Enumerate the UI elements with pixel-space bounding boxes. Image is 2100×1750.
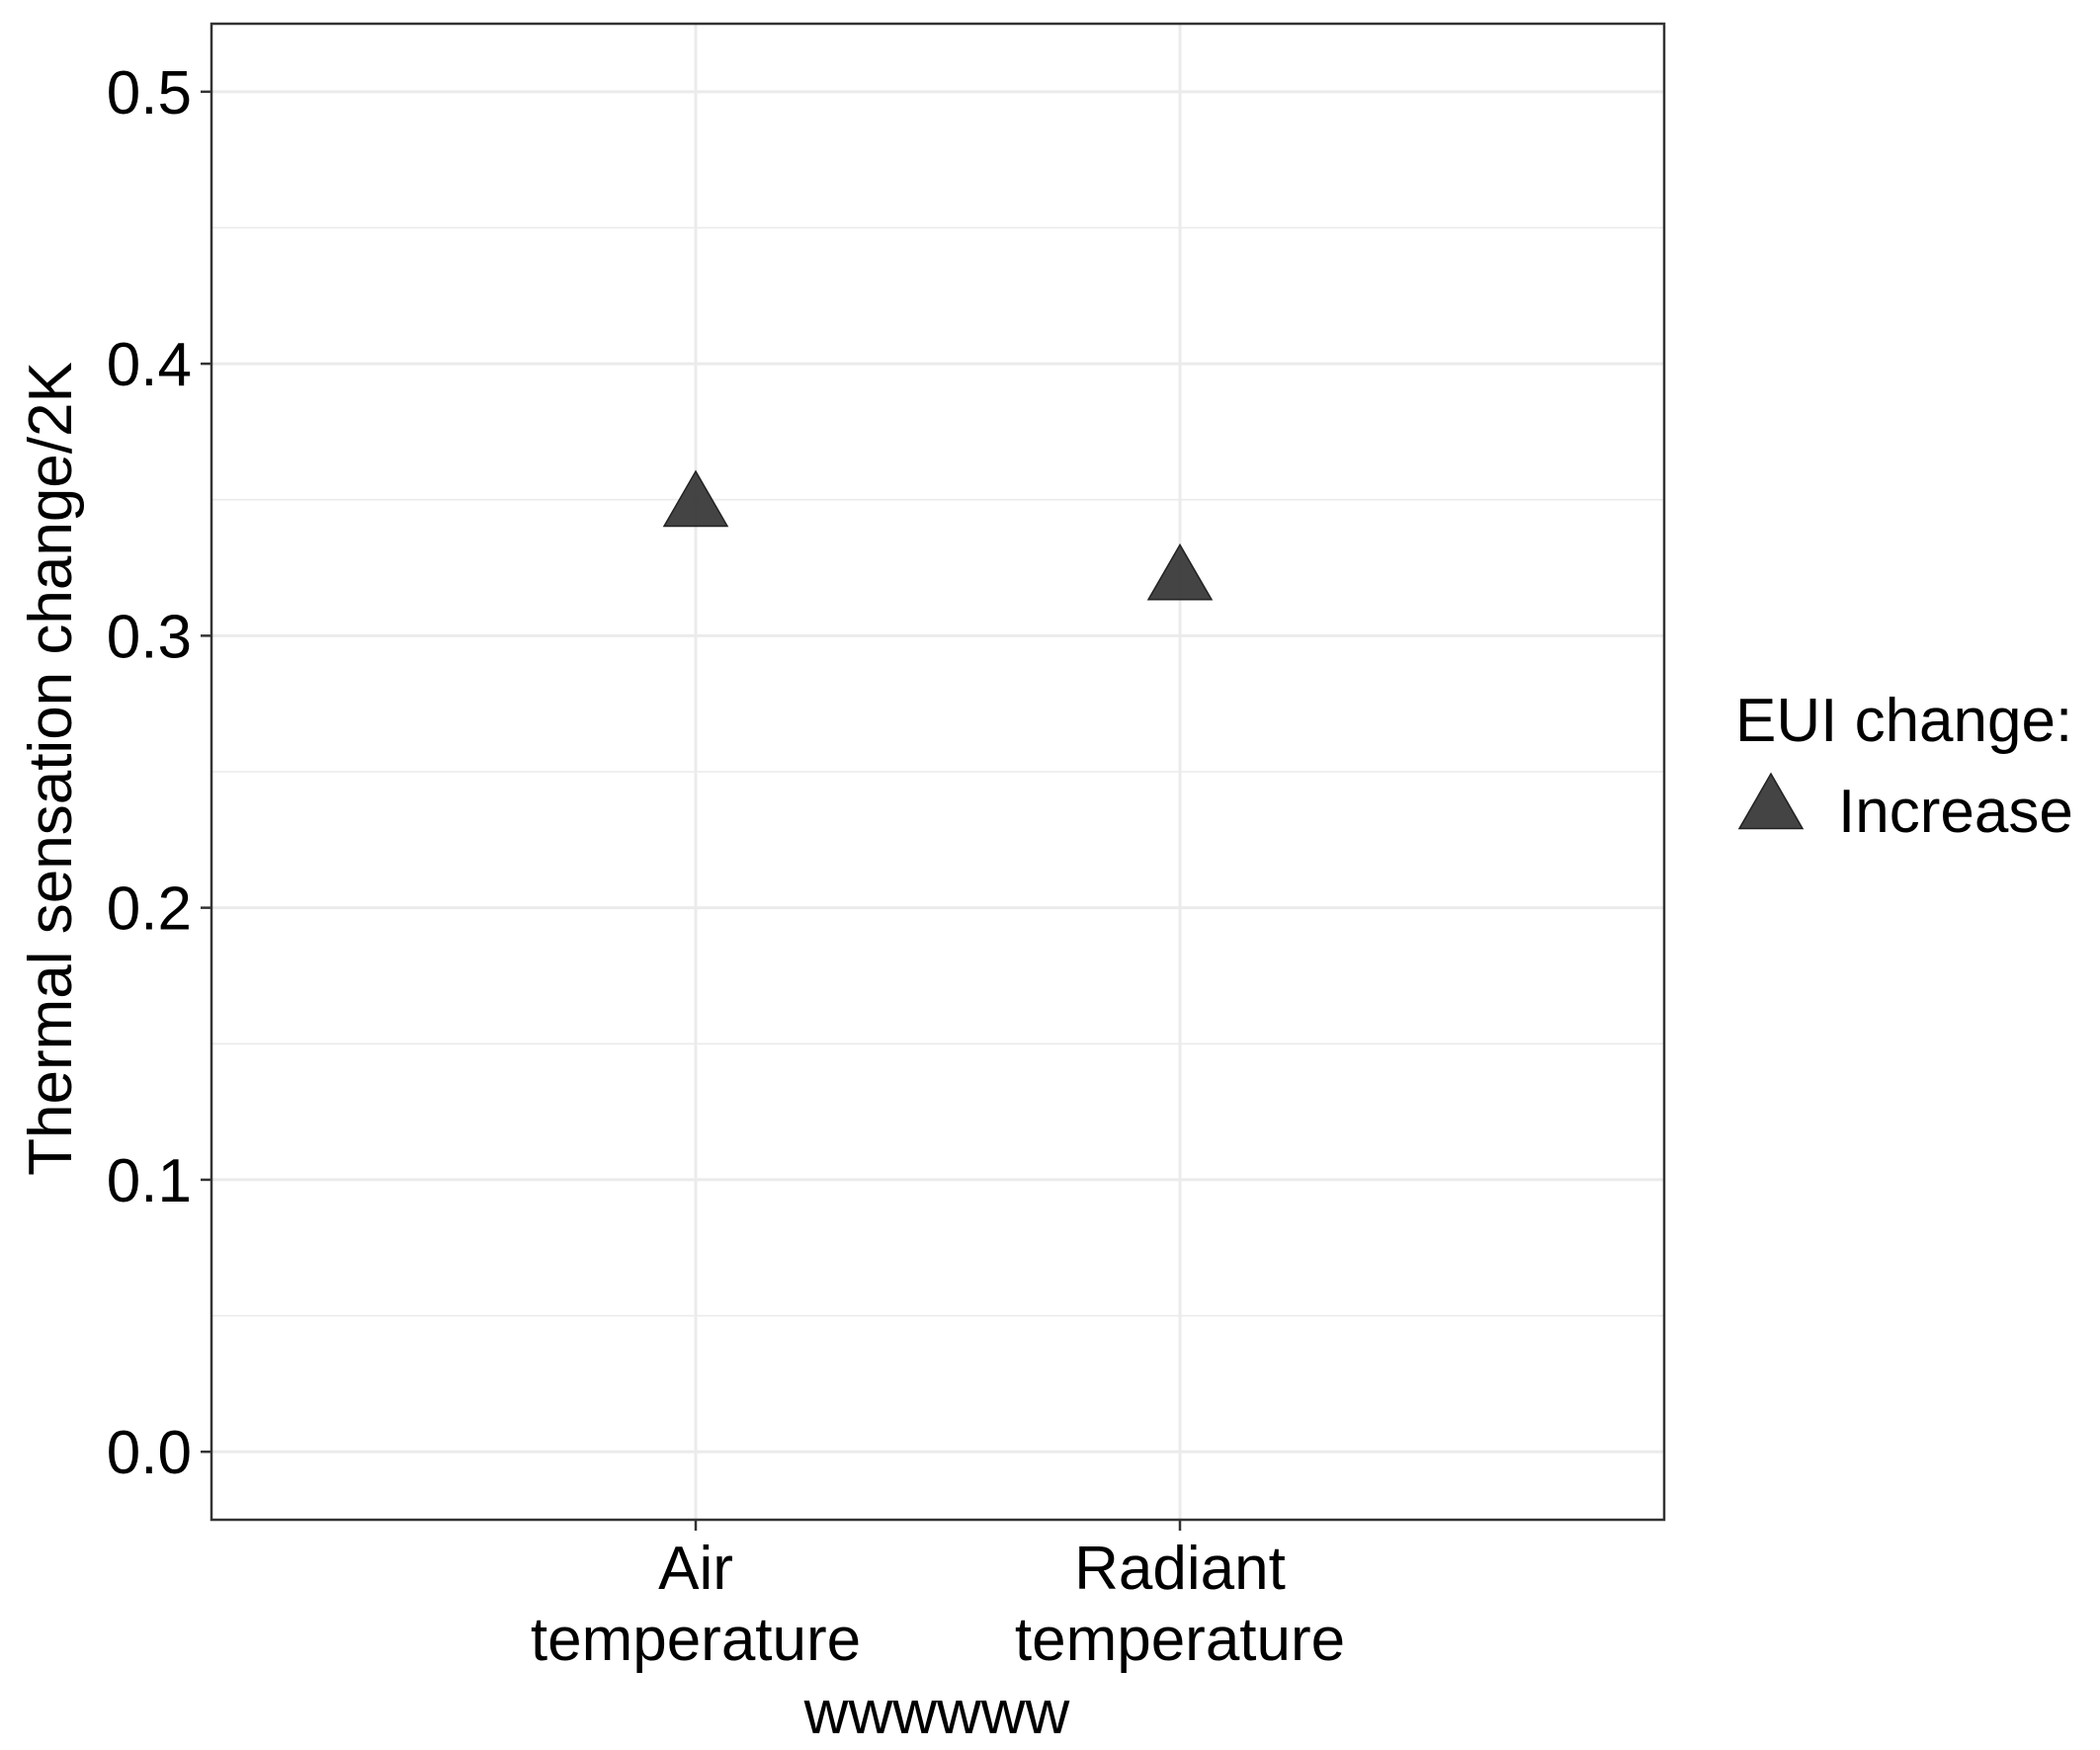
x-tick-label: temperature — [1015, 1606, 1345, 1674]
x-tick-label: Air — [658, 1535, 733, 1603]
data-point-triangle — [662, 469, 729, 528]
y-tick-label: 0.0 — [107, 1419, 192, 1487]
x-tick-label: Radiant — [1074, 1535, 1286, 1603]
y-tick-label: 0.3 — [107, 603, 192, 671]
x-tick-label: temperature — [531, 1606, 861, 1674]
legend: EUI change: Increase — [1735, 687, 2073, 846]
y-tick-label: 0.5 — [107, 59, 192, 127]
data-points — [662, 469, 1214, 601]
plot-panel — [210, 22, 1666, 1522]
axes: 0.00.10.20.30.40.5AirtemperatureRadiantt… — [107, 59, 1345, 1674]
legend-item-label: Increase — [1838, 778, 2073, 846]
y-tick-label: 0.4 — [107, 331, 192, 399]
data-point-triangle — [1146, 542, 1214, 601]
y-tick-label: 0.1 — [107, 1147, 192, 1215]
y-axis-title: Thermal sensation change/2K — [17, 362, 85, 1176]
y-tick-label: 0.2 — [107, 875, 192, 944]
legend-triangle-icon — [1737, 772, 1805, 830]
x-axis-title: wwwwww — [803, 1679, 1070, 1747]
grid-lines — [211, 24, 1664, 1520]
legend-title: EUI change: — [1735, 687, 2072, 755]
